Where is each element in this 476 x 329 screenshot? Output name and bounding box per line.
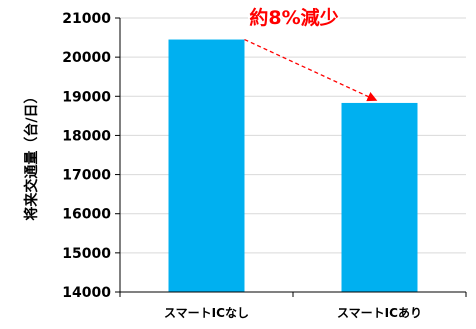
bars xyxy=(168,39,418,293)
y-tick-label: 14000 xyxy=(62,285,111,301)
y-tick-label: 16000 xyxy=(62,207,111,223)
y-tick-label: 18000 xyxy=(62,128,111,144)
annotation: 約8%減少 xyxy=(244,5,378,102)
y-tick-label: 17000 xyxy=(62,168,111,184)
y-tick-label: 20000 xyxy=(62,50,111,66)
x-category-label: スマートICあり xyxy=(337,306,422,320)
annotation-arrow xyxy=(244,38,378,102)
axes xyxy=(115,17,467,297)
y-tick-label: 21000 xyxy=(62,11,111,27)
annotation-text: 約8%減少 xyxy=(249,6,338,29)
bar xyxy=(168,39,245,293)
y-tick-labels: 14000 15000 16000 17000 18000 19000 20000 21000 xyxy=(62,11,111,301)
x-category-label: スマートICなし xyxy=(164,306,249,320)
y-tick-label: 15000 xyxy=(62,246,111,262)
x-category-labels: スマートICなし スマートICあり xyxy=(164,306,422,320)
y-axis-title: 将来交通量（台/日） xyxy=(23,89,40,220)
y-tick-label: 19000 xyxy=(62,89,111,105)
bar xyxy=(341,102,418,292)
